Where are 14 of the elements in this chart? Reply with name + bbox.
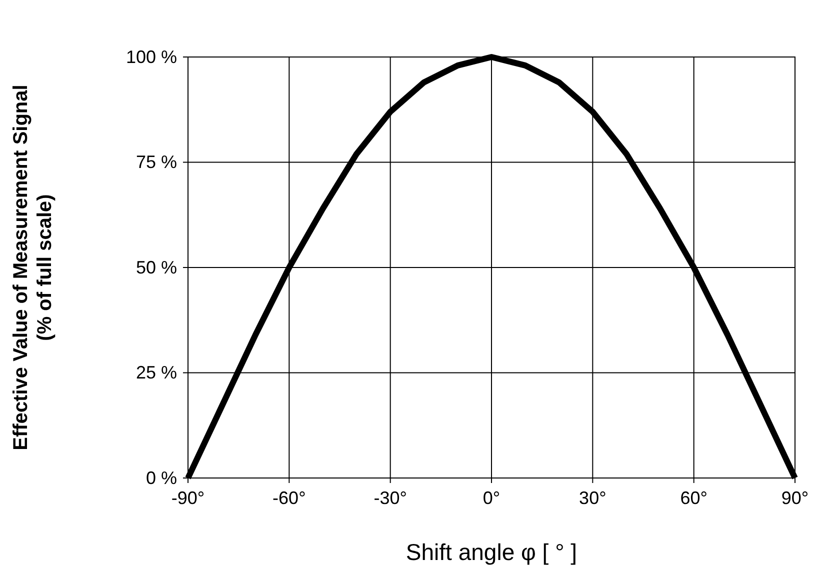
x-tick-label: 0° xyxy=(482,488,500,508)
x-tick-label: -90° xyxy=(171,488,205,508)
y-tick-label: 25 % xyxy=(136,362,177,383)
y-tick-label: 0 % xyxy=(146,468,177,488)
y-tick-label: 100 % xyxy=(126,46,177,67)
x-tick-label: 60° xyxy=(680,488,708,508)
y-tick-label: 50 % xyxy=(136,257,177,278)
y-axis-title: Effective Value of Measurement Signal (% of full scale) xyxy=(10,84,56,450)
x-axis-title: Shift angle φ [ ° ] xyxy=(406,539,578,565)
x-tick-label: 30° xyxy=(579,488,606,508)
y-tick-label: 75 % xyxy=(136,152,177,172)
x-tick-label: -60° xyxy=(272,488,306,508)
x-tick-label: 90° xyxy=(781,488,809,508)
x-tick-label: -30° xyxy=(374,488,407,508)
